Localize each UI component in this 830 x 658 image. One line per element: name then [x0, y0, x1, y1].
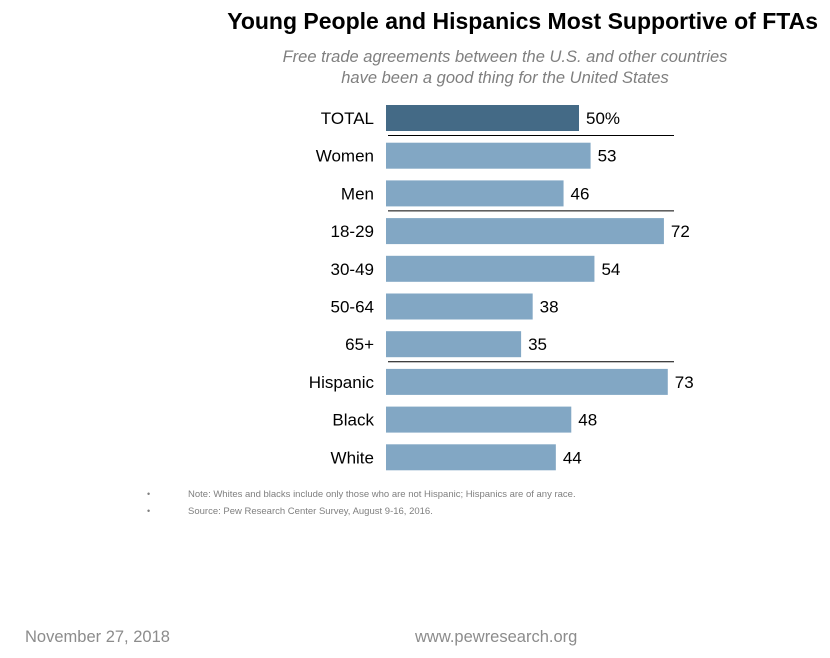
category-label-18-29: 18-29	[331, 222, 374, 241]
value-label-men: 46	[571, 184, 590, 203]
bar-white	[386, 444, 556, 471]
bar-18-29	[386, 218, 664, 245]
category-label-black: Black	[332, 411, 374, 430]
bar-women	[386, 142, 591, 169]
source-bullet: •	[147, 506, 151, 516]
category-label-white: White	[331, 448, 374, 467]
bar-black	[386, 406, 572, 433]
value-label-total: 50%	[586, 109, 620, 128]
footer-url[interactable]: www.pewresearch.org	[415, 628, 578, 646]
value-label-65-: 35	[528, 335, 547, 354]
chart-title-text: Young People and Hispanics Most Supporti…	[227, 8, 818, 34]
bar-50-64	[386, 293, 533, 320]
bar-men	[386, 180, 564, 207]
value-label-30-49: 54	[601, 260, 620, 279]
source-text: Source: Pew Research Center Survey, Augu…	[188, 506, 433, 517]
note-bullet: •	[147, 489, 151, 499]
chart-title: Young People and Hispanics Most Supporti…	[0, 8, 830, 35]
category-label-30-49: 30-49	[331, 260, 374, 279]
value-label-women: 53	[598, 147, 617, 166]
category-label-50-64: 50-64	[331, 298, 374, 317]
category-label-hispanic: Hispanic	[309, 373, 375, 392]
bar-30-49	[386, 255, 595, 282]
bar-65-	[386, 331, 522, 358]
value-label-50-64: 38	[540, 298, 559, 317]
note-text: Note: Whites and blacks include only tho…	[188, 489, 576, 500]
chart-subtitle-line-1: Free trade agreements between the U.S. a…	[282, 48, 728, 66]
value-label-white: 44	[563, 448, 582, 467]
value-label-18-29: 72	[671, 222, 690, 241]
category-label-65-: 65+	[345, 335, 374, 354]
chart-subtitle-line-2: have been a good thing for the United St…	[341, 69, 669, 87]
bar-hispanic	[386, 368, 668, 395]
footer-date: November 27, 2018	[25, 628, 170, 646]
bar-total	[386, 105, 579, 131]
category-label-total: TOTAL	[321, 109, 374, 128]
value-label-black: 48	[578, 411, 597, 430]
value-label-hispanic: 73	[675, 373, 694, 392]
category-label-men: Men	[341, 184, 374, 203]
category-label-women: Women	[316, 147, 374, 166]
